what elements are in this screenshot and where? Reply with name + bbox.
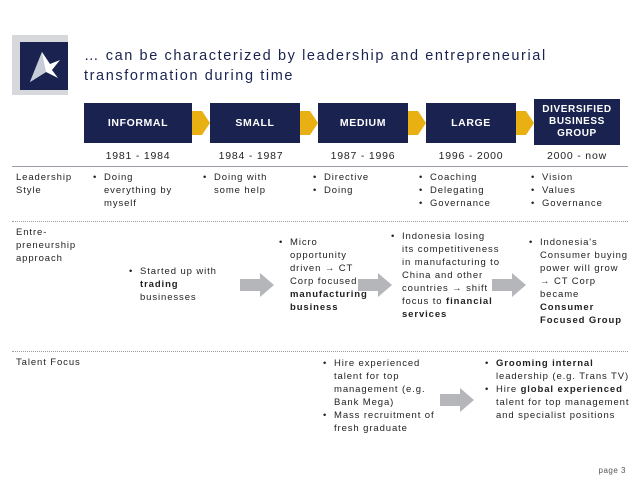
years-informal: 1981 - 1984	[105, 150, 171, 162]
list-item: Delegating	[419, 184, 518, 197]
leadership-informal: Doing everything by myself	[92, 171, 182, 210]
row-label-leadership: Leadership Style	[16, 172, 73, 196]
company-logo	[20, 42, 68, 90]
list-item: Governance	[419, 197, 518, 210]
entre-trading: Started up with trading businesses	[128, 265, 238, 304]
list-item: Doing	[313, 184, 402, 197]
years-diversified: 2000 - now	[547, 150, 607, 162]
list-item: Hire global experienced talent for top m…	[485, 383, 630, 422]
gray-arrow-icon	[492, 273, 526, 297]
phase-large: LARGE	[426, 103, 516, 143]
leadership-medium: Directive Doing	[312, 171, 402, 197]
list-item: Doing with some help	[203, 171, 292, 197]
page-title: … can be characterized by leadership and…	[84, 48, 547, 84]
gray-arrow-icon	[440, 388, 474, 412]
list-item: Grooming internal leadership (e.g. Trans…	[485, 357, 630, 383]
list-item: Indonesia's Consumer buying power will g…	[529, 236, 630, 327]
list-item: Coaching	[419, 171, 518, 184]
list-item: Mass recruitment of fresh graduate	[323, 409, 440, 435]
leadership-small: Doing with some help	[202, 171, 292, 197]
list-item: Values	[531, 184, 630, 197]
row-label-talent: Talent Focus	[16, 357, 81, 368]
list-item: Directive	[313, 171, 402, 184]
years-medium: 1987 - 1996	[330, 150, 396, 162]
talent-hire-experienced: Hire experienced talent for top manageme…	[322, 357, 440, 435]
leadership-diversified: Vision Values Governance	[530, 171, 630, 210]
list-item: Hire experienced talent for top manageme…	[323, 357, 440, 409]
list-item: Micro opportunity driven → CT Corp focus…	[279, 236, 376, 314]
phase-medium: MEDIUM	[318, 103, 408, 143]
entre-financial: Indonesia losing its competitiveness in …	[390, 230, 500, 321]
leadership-large: Coaching Delegating Governance	[418, 171, 518, 210]
gold-chevron-icon	[516, 111, 534, 135]
divider	[12, 221, 628, 222]
gold-chevron-icon	[408, 111, 426, 135]
list-item: Doing everything by myself	[93, 171, 182, 210]
gray-arrow-icon	[240, 273, 274, 297]
phase-diversified: DIVERSIFIED BUSINESS GROUP	[534, 99, 620, 145]
gray-arrow-icon	[358, 273, 392, 297]
list-item: Started up with trading businesses	[129, 265, 238, 304]
gold-chevron-icon	[300, 111, 318, 135]
entre-manufacturing: Micro opportunity driven → CT Corp focus…	[278, 236, 376, 314]
talent-grooming: Grooming internal leadership (e.g. Trans…	[484, 357, 630, 422]
phase-small: SMALL	[210, 103, 300, 143]
phase-informal: INFORMAL	[84, 103, 192, 143]
eagle-logo-icon	[30, 52, 60, 82]
list-item: Governance	[531, 197, 630, 210]
list-item: Vision	[531, 171, 630, 184]
gold-chevron-icon	[192, 111, 210, 135]
list-item: Indonesia losing its competitiveness in …	[391, 230, 500, 321]
divider	[12, 166, 628, 167]
years-small: 1984 - 1987	[218, 150, 284, 162]
page-number: page 3	[598, 466, 626, 475]
divider	[12, 351, 628, 352]
entre-consumer: Indonesia's Consumer buying power will g…	[528, 236, 630, 327]
years-large: 1996 - 2000	[438, 150, 504, 162]
row-label-entrepreneurship: Entre-preneurship approach	[16, 227, 77, 264]
